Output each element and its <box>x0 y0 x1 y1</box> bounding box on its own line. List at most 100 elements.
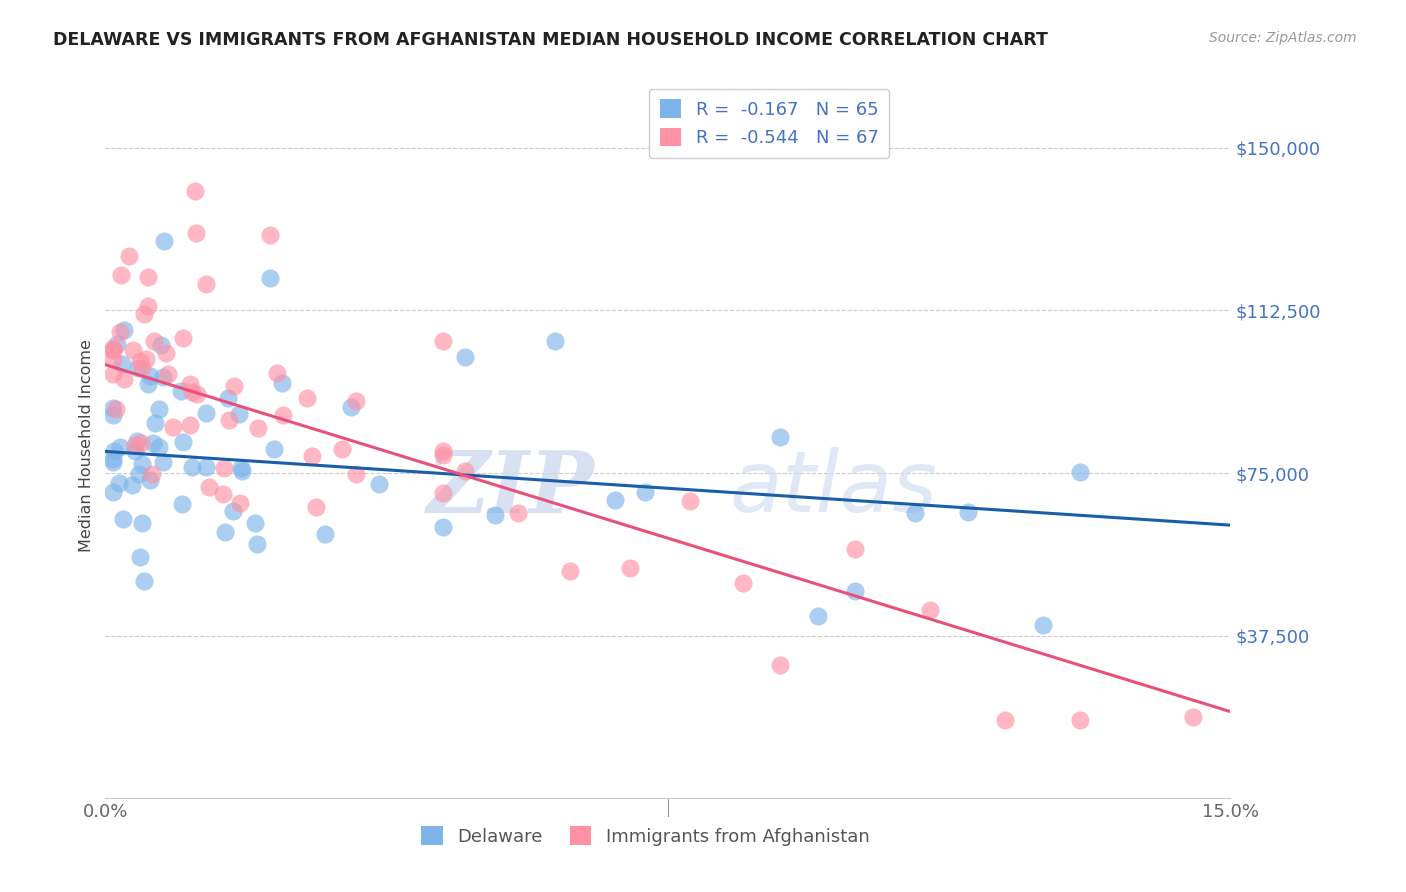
Point <box>108 440 131 454</box>
Point <box>506 506 529 520</box>
Point <box>194 277 217 291</box>
Point <box>141 467 163 481</box>
Point <box>132 574 155 589</box>
Text: ZIP: ZIP <box>427 447 595 530</box>
Point <box>344 394 367 409</box>
Point <box>184 227 207 241</box>
Point <box>231 464 253 478</box>
Point <box>339 400 361 414</box>
Point <box>124 444 146 458</box>
Point <box>243 516 266 530</box>
Y-axis label: Median Household Income: Median Household Income <box>79 340 94 552</box>
Point <box>104 402 127 417</box>
Point <box>149 338 172 352</box>
Point <box>247 420 270 434</box>
Point <box>101 455 124 469</box>
Point <box>101 351 124 366</box>
Point <box>271 408 294 422</box>
Point <box>101 401 124 415</box>
Point <box>108 475 131 490</box>
Point <box>139 369 162 384</box>
Point <box>184 184 207 198</box>
Point <box>1032 618 1054 632</box>
Text: DELAWARE VS IMMIGRANTS FROM AFGHANISTAN MEDIAN HOUSEHOLD INCOME CORRELATION CHAR: DELAWARE VS IMMIGRANTS FROM AFGHANISTAN … <box>53 31 1049 49</box>
Point <box>228 408 250 422</box>
Point <box>172 435 194 450</box>
Point <box>131 516 153 530</box>
Point <box>136 270 159 285</box>
Point <box>170 384 193 398</box>
Point <box>186 387 208 401</box>
Point <box>222 503 245 517</box>
Point <box>1069 713 1091 727</box>
Point <box>112 511 135 525</box>
Point <box>304 500 326 514</box>
Point <box>295 391 318 405</box>
Point <box>259 227 281 242</box>
Point <box>101 452 124 467</box>
Point <box>344 467 367 481</box>
Point <box>179 376 201 391</box>
Point <box>101 409 124 423</box>
Point <box>101 368 124 382</box>
Point <box>172 331 194 345</box>
Point <box>131 457 153 471</box>
Point <box>110 357 132 371</box>
Point <box>148 440 170 454</box>
Point <box>266 366 288 380</box>
Point <box>155 345 177 359</box>
Point <box>103 443 125 458</box>
Point <box>136 299 159 313</box>
Point <box>432 443 454 458</box>
Point <box>920 603 942 617</box>
Point <box>246 536 269 550</box>
Point <box>454 464 477 478</box>
Point <box>125 434 148 449</box>
Point <box>114 372 136 386</box>
Point <box>212 487 235 501</box>
Point <box>679 494 702 508</box>
Point <box>1069 465 1091 479</box>
Point <box>135 351 157 366</box>
Point <box>197 480 219 494</box>
Point <box>217 391 239 405</box>
Point <box>432 448 454 462</box>
Point <box>152 455 174 469</box>
Point <box>101 343 124 357</box>
Point <box>224 379 246 393</box>
Point <box>122 343 145 358</box>
Point <box>172 497 194 511</box>
Point <box>129 435 152 450</box>
Point <box>560 564 582 578</box>
Point <box>105 336 128 351</box>
Point <box>229 496 252 510</box>
Point <box>128 467 150 481</box>
Point <box>844 542 866 557</box>
Point <box>271 376 294 390</box>
Point <box>162 420 184 434</box>
Point <box>127 361 149 376</box>
Point <box>214 525 236 540</box>
Point <box>153 234 176 248</box>
Point <box>807 608 830 623</box>
Point <box>124 438 146 452</box>
Point <box>769 430 792 444</box>
Point <box>131 360 153 375</box>
Point <box>259 271 281 285</box>
Point <box>112 322 135 336</box>
Point <box>101 342 124 356</box>
Point <box>136 376 159 391</box>
Point <box>101 343 124 357</box>
Point <box>731 576 754 591</box>
Point <box>432 334 454 348</box>
Point <box>904 506 927 520</box>
Point <box>110 268 132 282</box>
Point <box>128 354 150 368</box>
Legend: Delaware, Immigrants from Afghanistan: Delaware, Immigrants from Afghanistan <box>413 819 877 853</box>
Point <box>454 350 477 364</box>
Point <box>121 478 143 492</box>
Point <box>142 436 165 450</box>
Point <box>1181 710 1204 724</box>
Point <box>769 658 792 673</box>
Point <box>181 384 204 399</box>
